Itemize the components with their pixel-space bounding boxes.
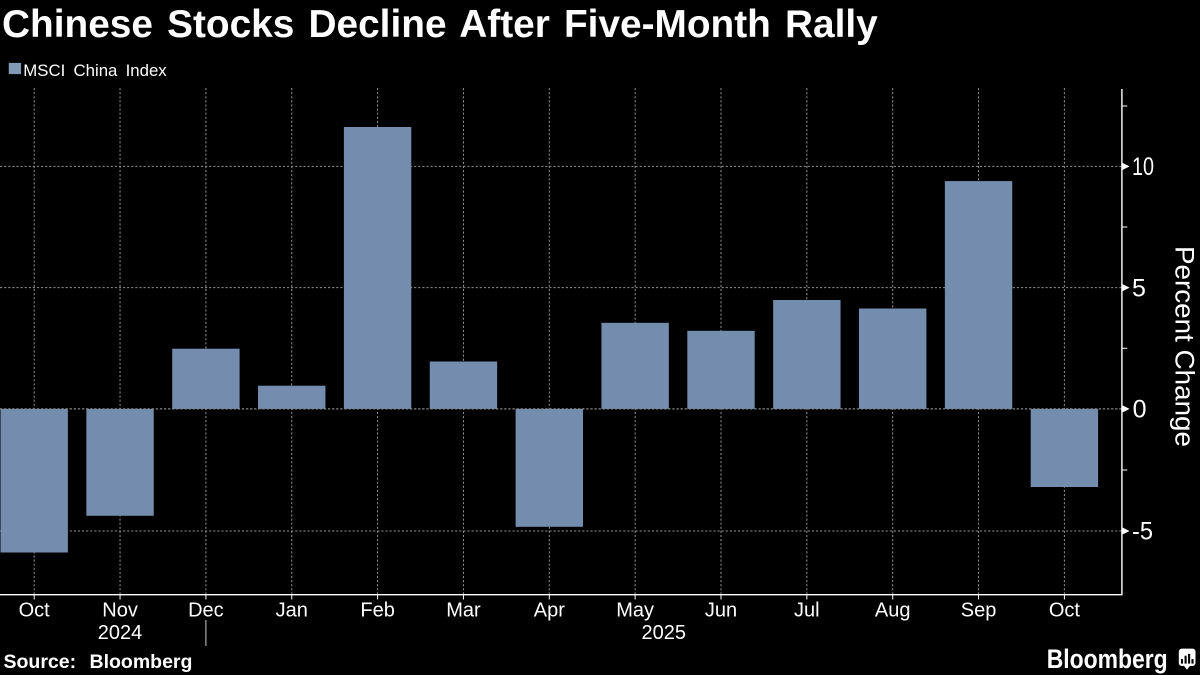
svg-text:Dec: Dec	[188, 599, 224, 621]
svg-text:-5: -5	[1132, 518, 1153, 546]
svg-text:Chinese Stocks Decline After F: Chinese Stocks Decline After Five-Month …	[2, 3, 878, 46]
svg-text:Apr: Apr	[534, 599, 565, 621]
svg-text:Jun: Jun	[705, 599, 737, 621]
svg-text:Bloomberg: Bloomberg	[1047, 644, 1168, 674]
svg-text:Mar: Mar	[446, 599, 481, 621]
svg-text:Sep: Sep	[961, 599, 997, 621]
svg-text:2025: 2025	[642, 622, 687, 644]
svg-text:Jan: Jan	[276, 599, 308, 621]
svg-text:Percent Change: Percent Change	[1169, 246, 1199, 447]
svg-text:Source: Bloomberg: Source: Bloomberg	[4, 651, 193, 673]
svg-text:Feb: Feb	[360, 599, 394, 621]
svg-text:5: 5	[1132, 274, 1146, 302]
svg-text:Oct: Oct	[19, 599, 51, 621]
svg-text:MSCI China Index: MSCI China Index	[23, 61, 167, 80]
svg-text:2024: 2024	[98, 622, 143, 644]
svg-text:Nov: Nov	[102, 599, 138, 621]
svg-text:Oct: Oct	[1049, 599, 1081, 621]
svg-text:10: 10	[1132, 153, 1154, 181]
svg-text:Aug: Aug	[875, 599, 911, 621]
svg-text:May: May	[616, 599, 654, 621]
svg-text:0: 0	[1133, 396, 1147, 424]
svg-text:Jul: Jul	[794, 599, 820, 621]
